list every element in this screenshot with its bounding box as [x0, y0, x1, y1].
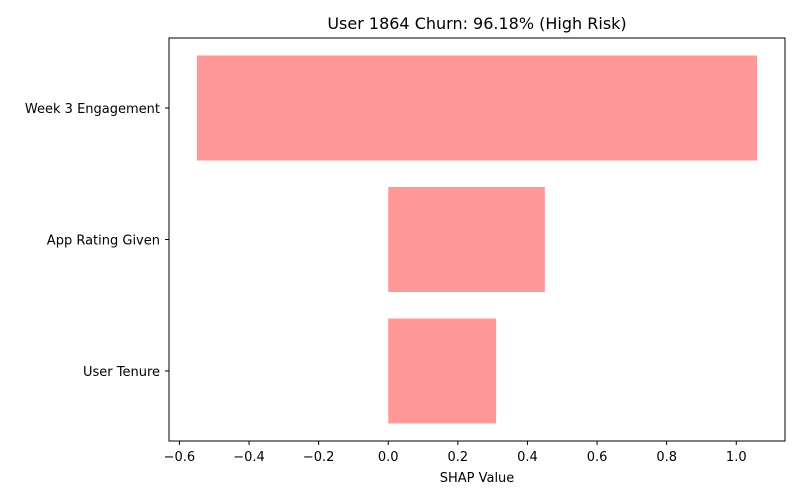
bar-0 — [196, 55, 758, 161]
x-tick-label-1: −0.4 — [233, 450, 265, 465]
y-tick-label-1: App Rating Given — [47, 234, 160, 249]
x-tick-label-6: 0.6 — [587, 450, 608, 465]
x-tick-label-3: 0.0 — [378, 450, 399, 465]
chart-title: User 1864 Churn: 96.18% (High Risk) — [327, 14, 626, 33]
x-tick-label-7: 0.8 — [656, 450, 677, 465]
x-tick-label-8: 1.0 — [726, 450, 747, 465]
x-tick-label-0: −0.6 — [164, 450, 196, 465]
x-axis-ticks: −0.6 −0.4 −0.2 0.0 0.2 0.4 0.6 0.8 1.0 — [164, 441, 747, 465]
bar-2 — [388, 318, 497, 424]
x-tick-label-4: 0.2 — [448, 450, 469, 465]
bars-layer — [196, 55, 758, 424]
y-tick-label-0: Week 3 Engagement — [25, 102, 160, 117]
y-tick-label-2: User Tenure — [83, 365, 160, 380]
plot-frame — [168, 37, 786, 442]
x-axis-label: SHAP Value — [440, 471, 515, 486]
x-tick-label-2: −0.2 — [303, 450, 335, 465]
bar-1 — [388, 187, 545, 292]
y-axis-ticks: Week 3 Engagement App Rating Given User Te… — [25, 102, 169, 380]
x-tick-label-5: 0.4 — [517, 450, 538, 465]
